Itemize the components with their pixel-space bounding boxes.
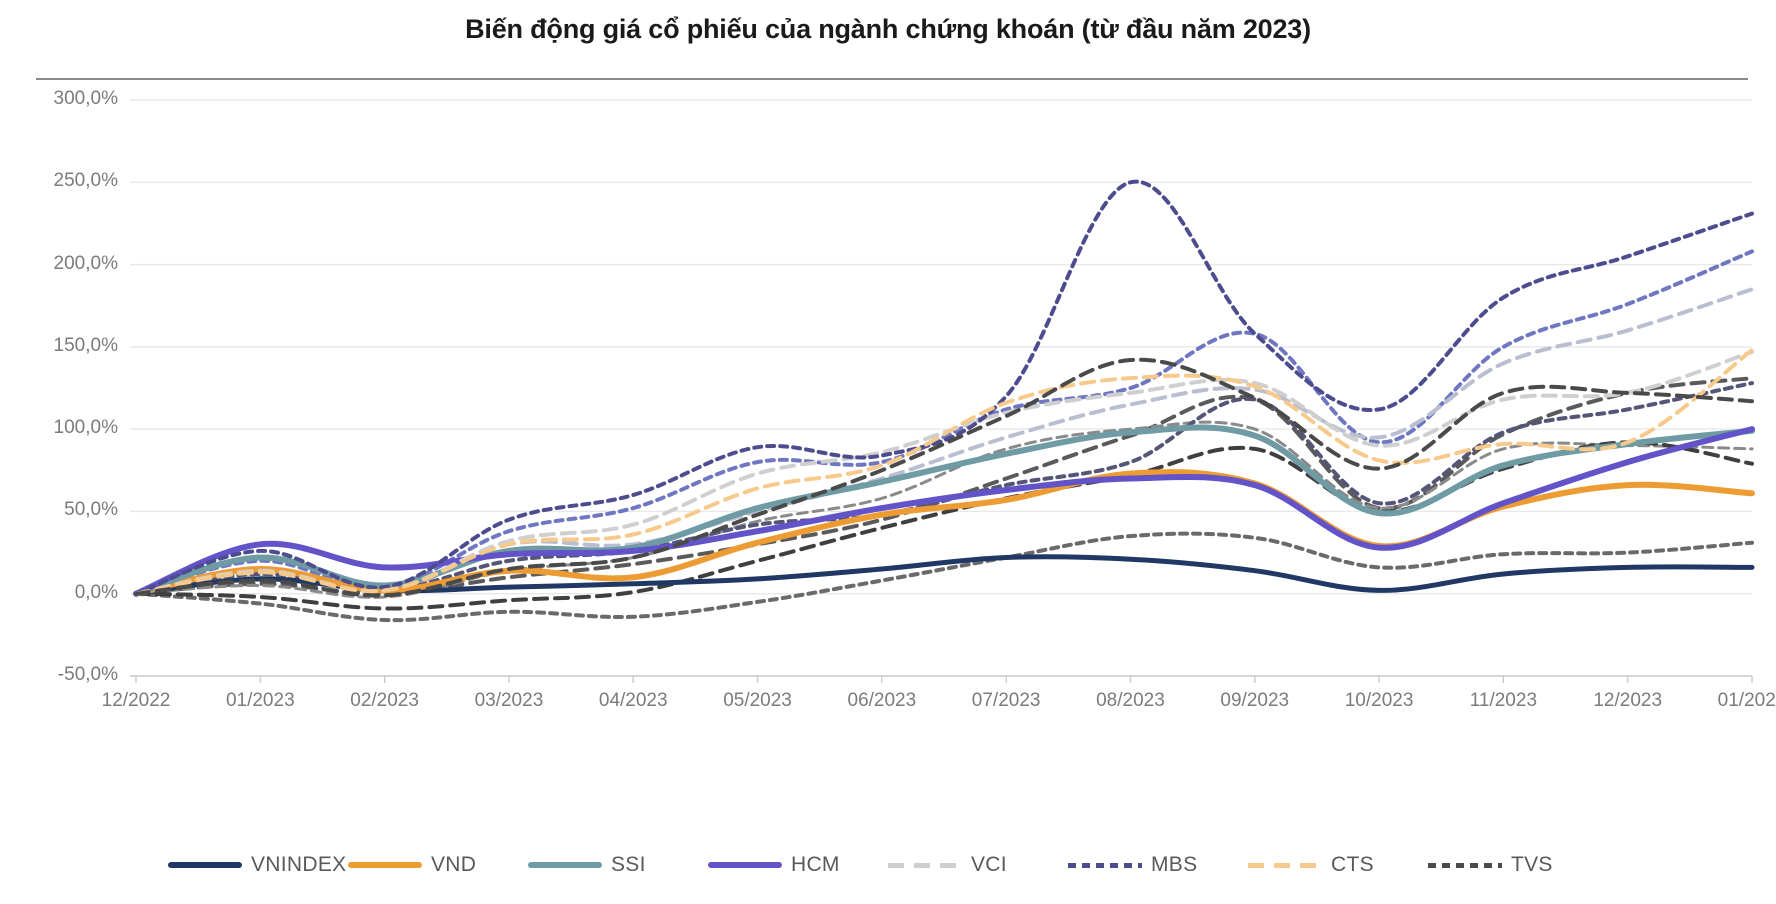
series-line-mbs-2 bbox=[134, 249, 1754, 596]
y-axis-tick-label: 250,0% bbox=[53, 170, 118, 192]
legend-swatch-icon bbox=[168, 862, 242, 868]
series-line-tvs bbox=[134, 357, 1754, 598]
x-axis-tick-label: 08/2023 bbox=[1096, 690, 1165, 711]
legend-label: VCI bbox=[971, 853, 1007, 876]
x-axis-tick-label: 05/2023 bbox=[723, 690, 792, 711]
y-axis-tick-label: 50,0% bbox=[64, 499, 118, 521]
title-divider bbox=[36, 78, 1748, 80]
x-axis-tick-label: 12/2022 bbox=[101, 690, 171, 711]
legend-item-mbs[interactable]: MBS bbox=[1068, 853, 1248, 877]
series-line-tvs-3 bbox=[134, 531, 1754, 623]
series-line-vci-2 bbox=[134, 287, 1754, 597]
x-axis-tick-label: 07/2023 bbox=[971, 690, 1041, 711]
y-axis-tick-label: 100,0% bbox=[53, 417, 118, 439]
x-axis-tick-label: 12/2023 bbox=[1593, 690, 1663, 711]
x-axis-tick-label: 09/2023 bbox=[1220, 690, 1290, 711]
legend-label: TVS bbox=[1511, 853, 1553, 876]
legend-item-cts[interactable]: CTS bbox=[1248, 853, 1428, 877]
legend-item-vci[interactable]: VCI bbox=[888, 853, 1068, 877]
x-axis-tick-label: 06/2023 bbox=[847, 690, 917, 711]
legend-label: MBS bbox=[1151, 853, 1198, 876]
legend-swatch-icon bbox=[348, 862, 422, 868]
chart-legend: VNINDEX VND SSI HCM VCI MBS CTS TVS bbox=[0, 842, 1776, 888]
series-line-hcm bbox=[133, 426, 1755, 597]
legend-item-tvs[interactable]: TVS bbox=[1428, 853, 1608, 877]
series-line-cts-2 bbox=[134, 420, 1754, 599]
legend-swatch-icon bbox=[708, 862, 782, 868]
legend-swatch-icon bbox=[1248, 862, 1322, 868]
legend-swatch-icon bbox=[1428, 862, 1502, 868]
y-axis-tick-label: -50,0% bbox=[57, 664, 118, 685]
x-axis-tick-label: 02/2023 bbox=[350, 690, 419, 711]
legend-label: VNINDEX bbox=[251, 853, 347, 876]
series-line-mbs bbox=[134, 179, 1754, 596]
legend-label: VND bbox=[431, 853, 477, 876]
legend-item-vnindex[interactable]: VNINDEX bbox=[168, 853, 348, 877]
legend-label: CTS bbox=[1331, 853, 1374, 876]
page-title: Biến động giá cổ phiếu của ngành chứng k… bbox=[465, 14, 1311, 44]
legend-swatch-icon bbox=[1068, 862, 1142, 868]
y-axis-tick-label: 200,0% bbox=[53, 252, 118, 274]
series-line-cts bbox=[134, 348, 1754, 596]
legend-item-vnd[interactable]: VND bbox=[348, 853, 528, 877]
legend-item-ssi[interactable]: SSI bbox=[528, 853, 708, 877]
legend-swatch-icon bbox=[888, 862, 962, 868]
legend-item-hcm[interactable]: HCM bbox=[708, 853, 888, 877]
x-axis-tick-label: 03/2023 bbox=[474, 690, 544, 711]
legend-label: HCM bbox=[791, 853, 840, 876]
legend-label: SSI bbox=[611, 853, 646, 876]
y-axis-tick-label: 300,0% bbox=[53, 88, 118, 109]
x-axis-tick-label: 01/2024 bbox=[1717, 690, 1776, 711]
y-axis-tick-label: 0,0% bbox=[74, 581, 118, 603]
x-axis-tick-label: 11/2023 bbox=[1469, 690, 1538, 711]
x-axis-tick-label: 01/2023 bbox=[225, 690, 295, 711]
legend-swatch-icon bbox=[528, 862, 602, 868]
x-axis-tick-label: 04/2023 bbox=[598, 690, 668, 711]
x-axis-tick-label: 10/2023 bbox=[1344, 690, 1414, 711]
y-axis-tick-label: 150,0% bbox=[53, 334, 118, 356]
